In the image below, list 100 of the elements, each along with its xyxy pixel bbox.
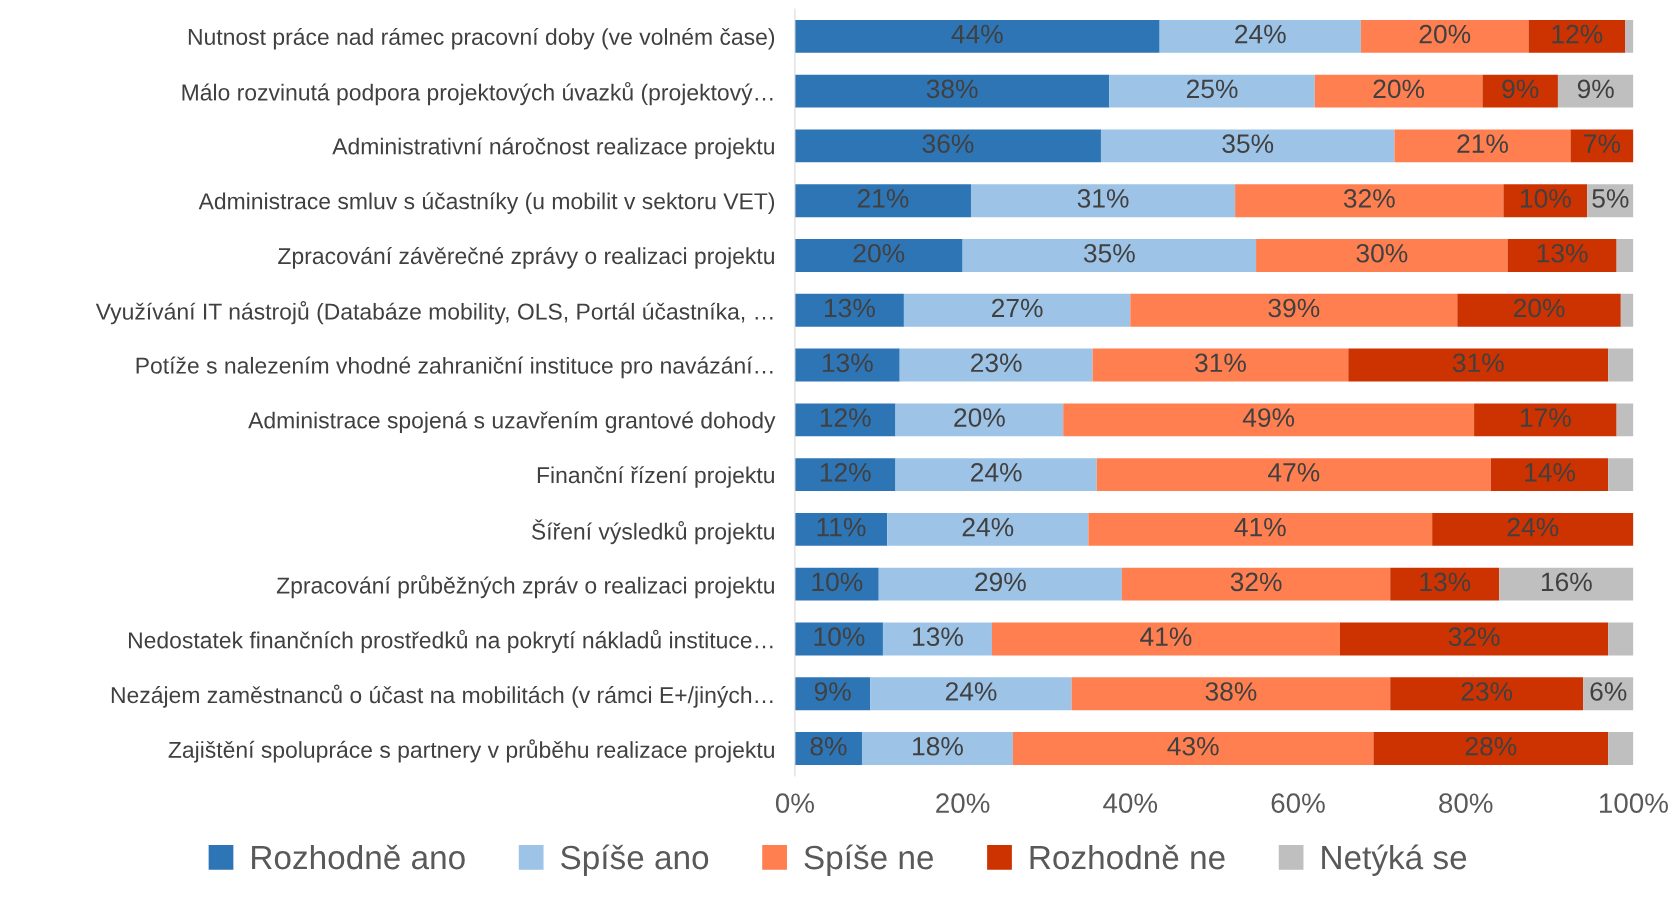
bar — [878, 567, 1122, 601]
data-label: 27% — [992, 298, 1043, 318]
bar — [794, 184, 971, 218]
bar — [1490, 458, 1609, 492]
data-label: 44% — [951, 24, 1003, 44]
data-label: 36% — [922, 134, 974, 154]
bar — [1235, 184, 1504, 218]
legend-label: Rozhodně ano — [252, 844, 465, 870]
data-label: 12% — [820, 408, 871, 427]
data-label: 32% — [1230, 572, 1282, 592]
bar — [895, 403, 1064, 437]
bar — [1109, 74, 1315, 108]
bar — [1100, 129, 1395, 163]
data-label: 9% — [814, 682, 851, 701]
data-label: 41% — [1140, 627, 1192, 646]
data-label: 32% — [1448, 627, 1500, 647]
data-label: 31% — [1077, 189, 1129, 208]
bar — [794, 19, 1160, 53]
y-tick-label: Málo rozvinutá podpora projektových úvazků (projektový… — [182, 81, 773, 106]
data-label: 24% — [1235, 24, 1286, 44]
bar — [870, 677, 1072, 711]
y-tick-label: Šíření výsledků projektu — [531, 519, 774, 545]
x-tick-label: 20% — [936, 793, 990, 813]
legend-label: Rozhodně ne — [1030, 844, 1225, 870]
data-label: 12% — [1552, 24, 1603, 44]
bar — [794, 293, 904, 327]
bar — [794, 239, 963, 272]
bar — [1474, 403, 1617, 437]
bar — [1071, 677, 1391, 711]
bar — [1457, 293, 1621, 327]
y-tick-label: Zpracování průběžných zpráv o realizaci projektu — [276, 574, 774, 599]
bar — [794, 458, 896, 492]
bar — [1608, 458, 1634, 492]
y-tick-label: Zajištění spolupráce s partnery v průběhu realizace projektu — [168, 739, 774, 763]
bar — [887, 512, 1089, 546]
bar — [899, 348, 1093, 382]
data-label: 38% — [926, 79, 978, 99]
bar — [1256, 239, 1508, 272]
data-label: 23% — [1461, 682, 1513, 701]
bar — [794, 129, 1101, 163]
data-label: 8% — [810, 736, 847, 756]
bar — [1096, 458, 1491, 492]
data-label: 47% — [1268, 463, 1320, 482]
bar — [1394, 129, 1571, 163]
bar — [962, 239, 1257, 272]
bar — [861, 732, 1013, 765]
data-label: 28% — [1465, 736, 1517, 756]
bar — [1360, 19, 1529, 53]
data-label: 25% — [1186, 79, 1238, 99]
bar — [1499, 567, 1634, 601]
data-label: 9% — [1577, 79, 1614, 99]
data-label: 9% — [1502, 79, 1539, 99]
data-label: 20% — [954, 408, 1005, 427]
bar — [1432, 512, 1634, 546]
y-tick-label: Administrace spojená s uzavřením grantové dohody — [248, 411, 776, 434]
data-label: 10% — [812, 572, 863, 592]
bar — [1314, 74, 1483, 108]
data-label: 23% — [971, 353, 1022, 373]
bar — [991, 622, 1340, 656]
bar — [1608, 732, 1634, 765]
data-label: 43% — [1167, 736, 1219, 756]
data-label: 7% — [1584, 134, 1621, 153]
data-label: 6% — [1590, 682, 1627, 701]
bar — [1570, 129, 1634, 163]
y-tick-label: Administrativní náročnost realizace projektu — [332, 137, 774, 160]
data-label: 13% — [822, 353, 873, 373]
legend-label: Spíše ne — [804, 844, 934, 876]
bar — [903, 293, 1131, 327]
y-tick-label: Zpracování závěrečné zprávy o realizaci projektu — [278, 247, 774, 269]
bar — [1159, 19, 1361, 53]
bar — [1625, 19, 1634, 53]
bar — [1348, 348, 1609, 382]
data-label: 29% — [975, 572, 1026, 592]
bar — [1616, 239, 1634, 272]
data-label: 24% — [962, 517, 1014, 537]
bar — [1620, 293, 1634, 327]
data-label: 31% — [1195, 353, 1246, 373]
data-label: 20% — [853, 243, 905, 263]
data-label: 30% — [1356, 243, 1408, 263]
data-label: 13% — [1537, 243, 1588, 263]
data-label: 21% — [1457, 134, 1508, 153]
data-label: 20% — [1419, 24, 1471, 44]
legend-label: Netýká se — [1322, 844, 1467, 876]
bar — [1608, 622, 1634, 656]
y-tick-label: Nutnost práce nad rámec pracovní doby (ve volném čase) — [188, 27, 775, 50]
y-tick-label: Potíže s nalezením vhodné zahraniční instituce pro navázání… — [136, 356, 773, 379]
legend-label: Spíše ano — [561, 844, 709, 876]
bar — [1092, 348, 1349, 382]
data-label: 24% — [1507, 517, 1559, 537]
data-label: 32% — [1343, 189, 1395, 208]
y-tick-label: Nezájem zaměstnanců o účast na mobilitách (v rámci E+/jiných… — [111, 684, 773, 708]
x-tick-label: 0% — [775, 793, 814, 813]
bar — [1390, 677, 1584, 711]
data-label: 17% — [1520, 408, 1571, 427]
x-tick-label: 40% — [1103, 793, 1158, 813]
bar — [1373, 732, 1609, 765]
y-tick-label: Administrace smluv s účastníky (u mobilit v sektoru VET) — [198, 192, 775, 214]
data-label: 41% — [1234, 517, 1286, 537]
bar — [1557, 74, 1634, 108]
data-label: 38% — [1205, 682, 1257, 701]
